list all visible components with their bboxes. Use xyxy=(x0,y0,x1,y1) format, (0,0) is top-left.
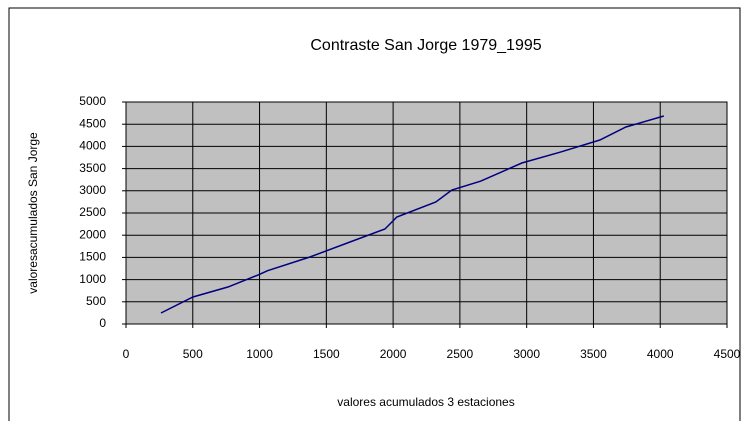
x-tick-label: 4500 xyxy=(714,347,741,361)
x-tick-label: 3500 xyxy=(580,347,607,361)
y-tick-label: 1000 xyxy=(79,272,106,286)
y-tick-label: 3000 xyxy=(79,183,106,197)
y-tick-label: 2000 xyxy=(79,227,106,241)
y-tick-label: 0 xyxy=(99,316,106,330)
y-tick-label: 4500 xyxy=(79,116,106,130)
y-tick-label: 4000 xyxy=(79,139,106,153)
y-tick-label: 2500 xyxy=(79,205,106,219)
y-tick-label: 1500 xyxy=(79,250,106,264)
x-tick-label: 1000 xyxy=(246,347,273,361)
x-tick-label: 2000 xyxy=(380,347,407,361)
chart-title: Contraste San Jorge 1979_1995 xyxy=(310,37,541,54)
x-tick-label: 2500 xyxy=(447,347,474,361)
x-tick-label: 4000 xyxy=(647,347,674,361)
y-tick-label: 5000 xyxy=(79,94,106,108)
x-tick-label: 1500 xyxy=(313,347,340,361)
x-axis-label: valores acumulados 3 estaciones xyxy=(337,395,514,409)
x-tick-label: 500 xyxy=(183,347,203,361)
y-tick-label: 500 xyxy=(86,294,106,308)
x-tick-label: 0 xyxy=(123,347,130,361)
y-tick-label: 3500 xyxy=(79,161,106,175)
data-line xyxy=(160,115,665,314)
x-tick-label: 3000 xyxy=(513,347,540,361)
y-axis-label: valoresacumulados San Jorge xyxy=(26,132,40,294)
